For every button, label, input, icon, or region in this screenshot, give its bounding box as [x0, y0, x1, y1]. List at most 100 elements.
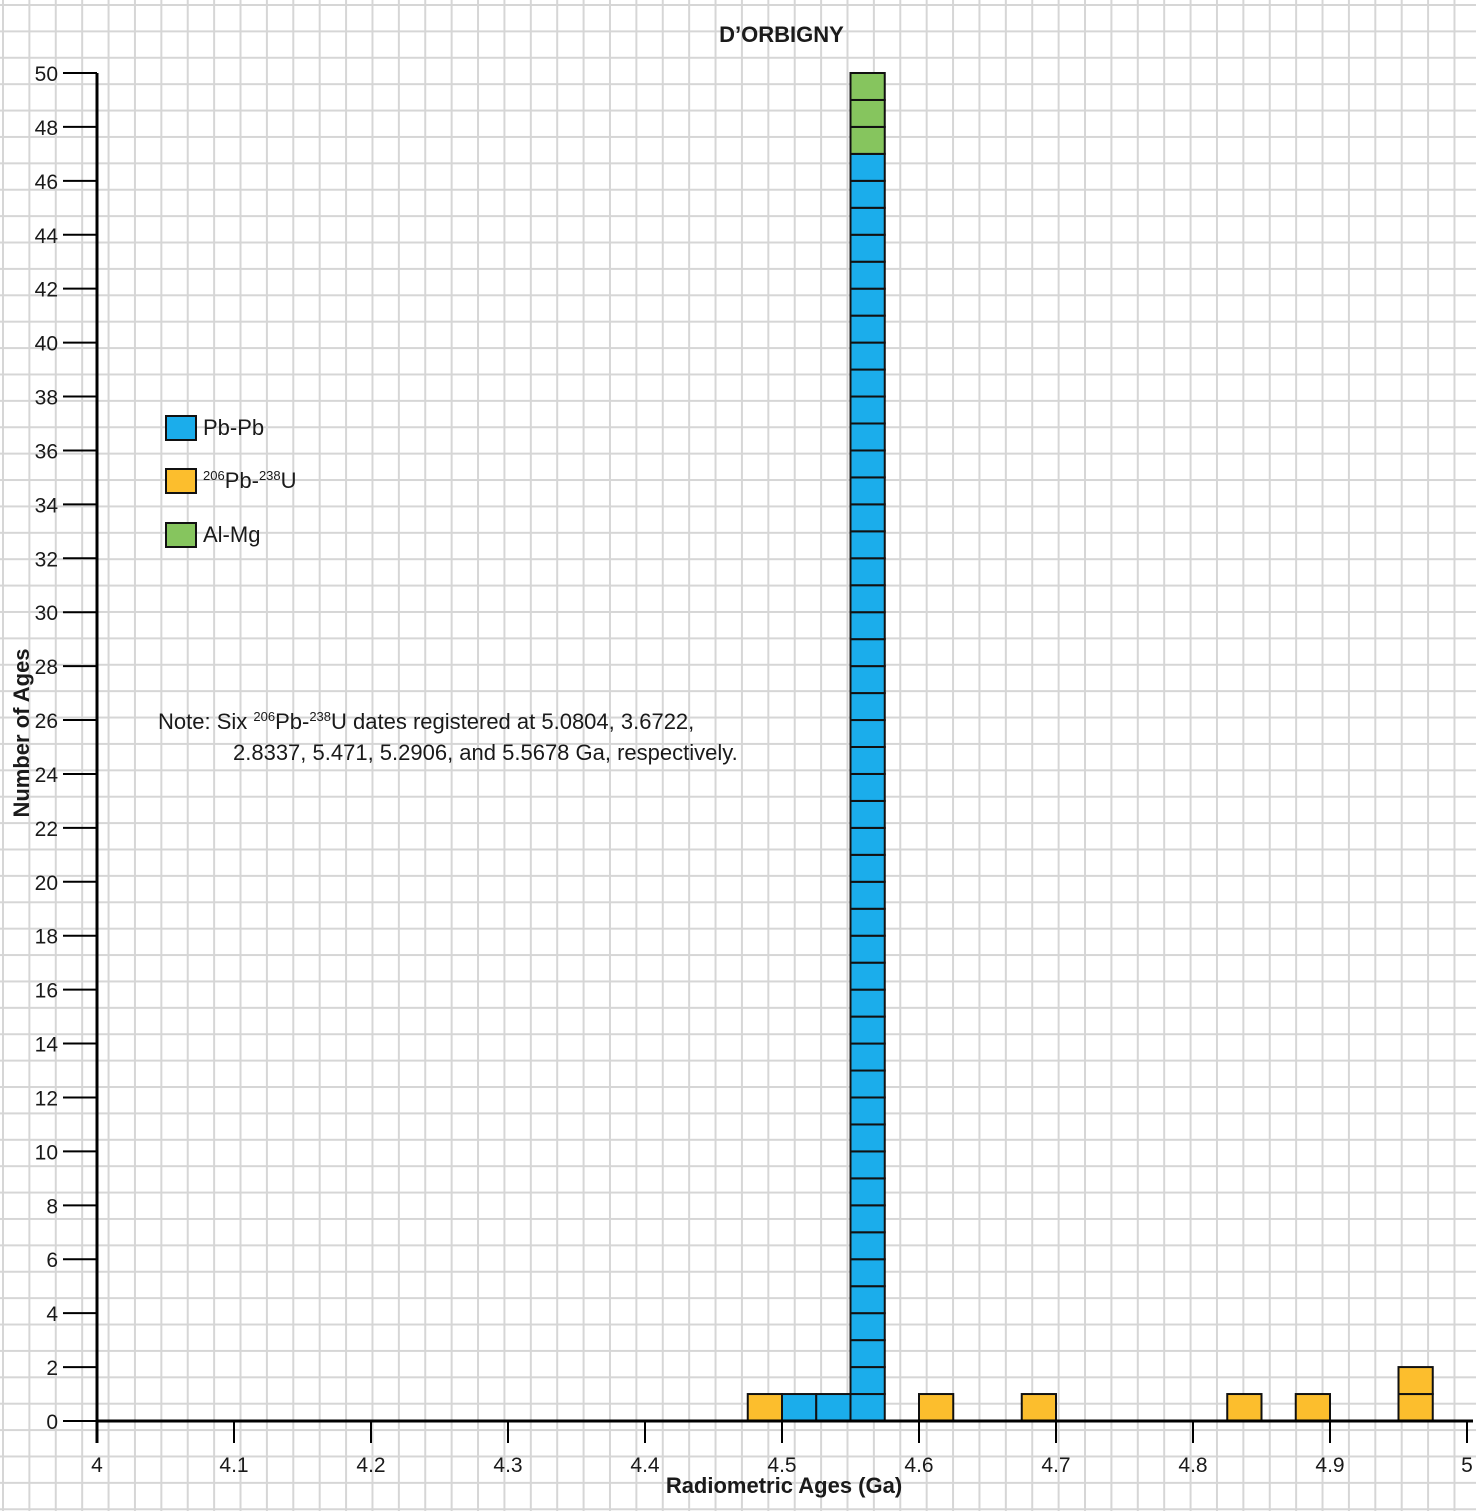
bar-cell-series-0: [849, 449, 886, 479]
y-tick-label: 16: [35, 980, 58, 1003]
y-axis-label: Number of Ages: [9, 648, 34, 818]
bar-cell-series-0: [849, 1366, 886, 1396]
bar-cell-series-1: [1397, 1393, 1434, 1423]
bar-cell-series-0: [849, 746, 886, 775]
bar-cell-series-0: [849, 799, 886, 829]
bar-cell-series-1: [1294, 1393, 1331, 1423]
bar-cell-series-0: [849, 1258, 886, 1288]
bar-cell-series-0: [849, 907, 886, 937]
y-tick-label: 26: [35, 710, 58, 733]
y-tick-label: 6: [46, 1249, 58, 1272]
x-tick-label: 4.7: [1041, 1454, 1070, 1477]
x-tick-label: 4.6: [904, 1454, 933, 1477]
y-tick-label: 2: [46, 1357, 58, 1380]
y-tick-label: 34: [35, 494, 59, 517]
bar-cell-series-0: [849, 503, 886, 533]
x-tick-label: 5: [1461, 1454, 1473, 1477]
y-tick-label: 28: [35, 656, 58, 679]
y-tick-label: 22: [35, 818, 58, 841]
y-tick-label: 38: [35, 387, 58, 410]
bar-cell-series-2: [849, 72, 886, 101]
chart-note-line-2: 2.8337, 5.471, 5.2906, and 5.5678 Ga, re…: [233, 740, 738, 765]
bar-cell-series-0: [849, 260, 886, 290]
y-tick-label: 24: [35, 764, 59, 787]
bar-cell-series-0: [849, 233, 886, 263]
bar-cell-series-0: [849, 368, 886, 398]
x-tick-label: 4.3: [493, 1454, 522, 1477]
x-axis-label: Radiometric Ages (Ga): [665, 1473, 903, 1498]
bar-cell-series-0: [781, 1393, 818, 1423]
bar-cell-series-0: [815, 1393, 852, 1423]
y-tick-label: 32: [35, 548, 58, 571]
bar-cell-series-0: [849, 772, 886, 802]
legend-label-pb-u: 206Pb-238U: [203, 468, 297, 493]
y-tick-label: 48: [35, 117, 58, 140]
chart-title: D’ORBIGNY: [719, 22, 844, 47]
bar-cell-series-0: [849, 1123, 886, 1153]
x-tick-label: 4.8: [1178, 1454, 1207, 1477]
bar-cell-series-0: [849, 530, 886, 560]
y-tick-label: 4: [46, 1303, 58, 1326]
bar-cell-series-0: [849, 934, 886, 964]
bar-cell-series-0: [849, 1069, 886, 1099]
y-tick-label: 12: [35, 1087, 58, 1110]
legend-label-al-mg: Al-Mg: [203, 522, 261, 547]
y-tick-label: 10: [35, 1141, 58, 1164]
x-tick-label: 4.1: [219, 1454, 248, 1477]
legend-swatch-al-mg: [165, 522, 197, 548]
bar-cell-series-1: [1020, 1393, 1057, 1423]
bar-cell-series-1: [1397, 1366, 1434, 1396]
bar-cell-series-0: [849, 880, 886, 910]
legend-swatch-pb-pb: [165, 415, 197, 441]
bar-cell-series-0: [849, 1231, 886, 1261]
x-tick-label: 4.9: [1315, 1454, 1344, 1477]
bar-cell-series-0: [849, 1339, 886, 1369]
y-tick-label: 36: [35, 440, 58, 463]
bar-cell-series-0: [849, 1393, 886, 1423]
bar-cell-series-0: [849, 1096, 886, 1126]
legend-swatch-pb-u: [165, 468, 197, 494]
y-tick-label: 46: [35, 171, 58, 194]
bar-cell-series-0: [849, 422, 886, 452]
y-tick-label: 0: [46, 1411, 58, 1434]
bar-cell-series-0: [849, 152, 886, 182]
bar-cell-series-0: [849, 287, 886, 317]
y-tick-label: 14: [35, 1034, 59, 1057]
x-tick-label: 4.2: [356, 1454, 385, 1477]
bar-cell-series-0: [849, 692, 886, 722]
bar-cell-series-0: [849, 638, 886, 668]
x-tick-label: 4.5: [767, 1454, 796, 1477]
y-tick-label: 50: [35, 63, 58, 86]
chart-note: Note: Six 206Pb-238U dates registered at…: [158, 706, 738, 768]
bar-cell-series-0: [849, 1285, 886, 1315]
y-tick-label: 30: [35, 602, 58, 625]
chart-note-line-1: Note: Six 206Pb-238U dates registered at…: [158, 709, 695, 734]
bar-cell-series-0: [849, 1015, 886, 1045]
bar-cell-series-0: [849, 1150, 886, 1180]
bar-cell-series-2: [849, 125, 886, 155]
bar-cell-series-0: [849, 1042, 886, 1072]
bar-cell-series-0: [849, 1312, 886, 1342]
bar-cell-series-0: [849, 341, 886, 371]
bar-cell-series-0: [849, 476, 886, 506]
y-tick-label: 20: [35, 872, 58, 895]
bar-cell-series-1: [1226, 1393, 1263, 1423]
bar-cell-series-0: [849, 826, 886, 856]
y-tick-label: 42: [35, 279, 58, 302]
bar-cell-series-0: [849, 988, 886, 1018]
bar-cell-series-2: [849, 98, 886, 128]
y-tick-label: 18: [35, 926, 58, 949]
x-tick-label: 4: [91, 1454, 103, 1477]
bar-cell-series-1: [746, 1393, 783, 1423]
bar-cell-series-0: [849, 1177, 886, 1207]
bar-cell-series-0: [849, 853, 886, 883]
y-tick-label: 40: [35, 333, 58, 356]
x-tick-label: 4.4: [630, 1454, 660, 1477]
bar-cell-series-0: [849, 206, 886, 236]
bar-cell-series-0: [849, 611, 886, 641]
bar-cell-series-0: [849, 665, 886, 695]
bar-cell-series-0: [849, 584, 886, 614]
bar-cell-series-0: [849, 1204, 886, 1234]
bar-cell-series-1: [918, 1393, 955, 1423]
